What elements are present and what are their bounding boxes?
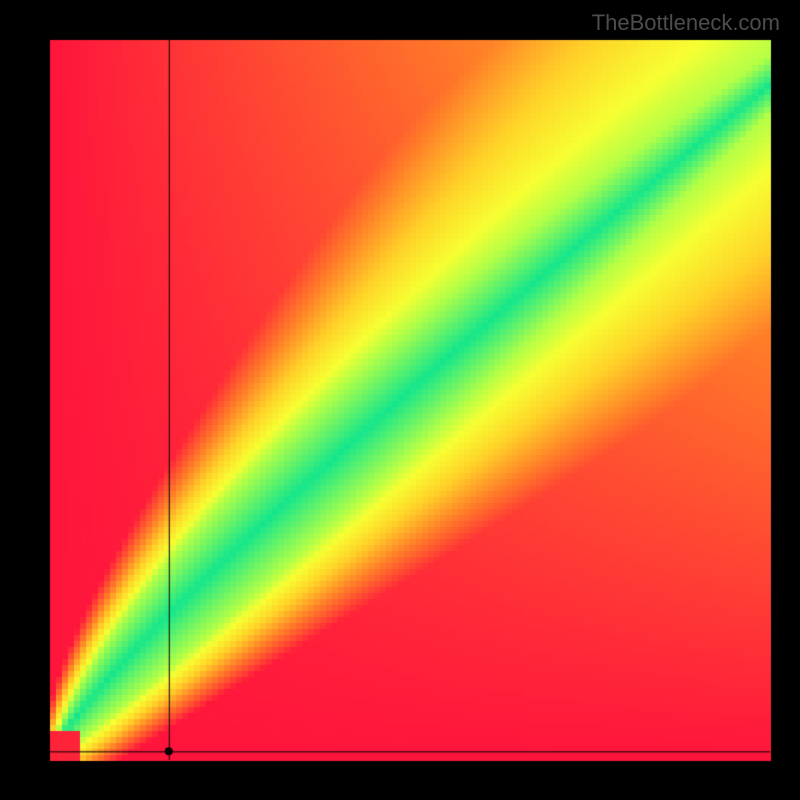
watermark-text: TheBottleneck.com [592, 10, 780, 36]
bottleneck-heatmap [0, 0, 800, 800]
